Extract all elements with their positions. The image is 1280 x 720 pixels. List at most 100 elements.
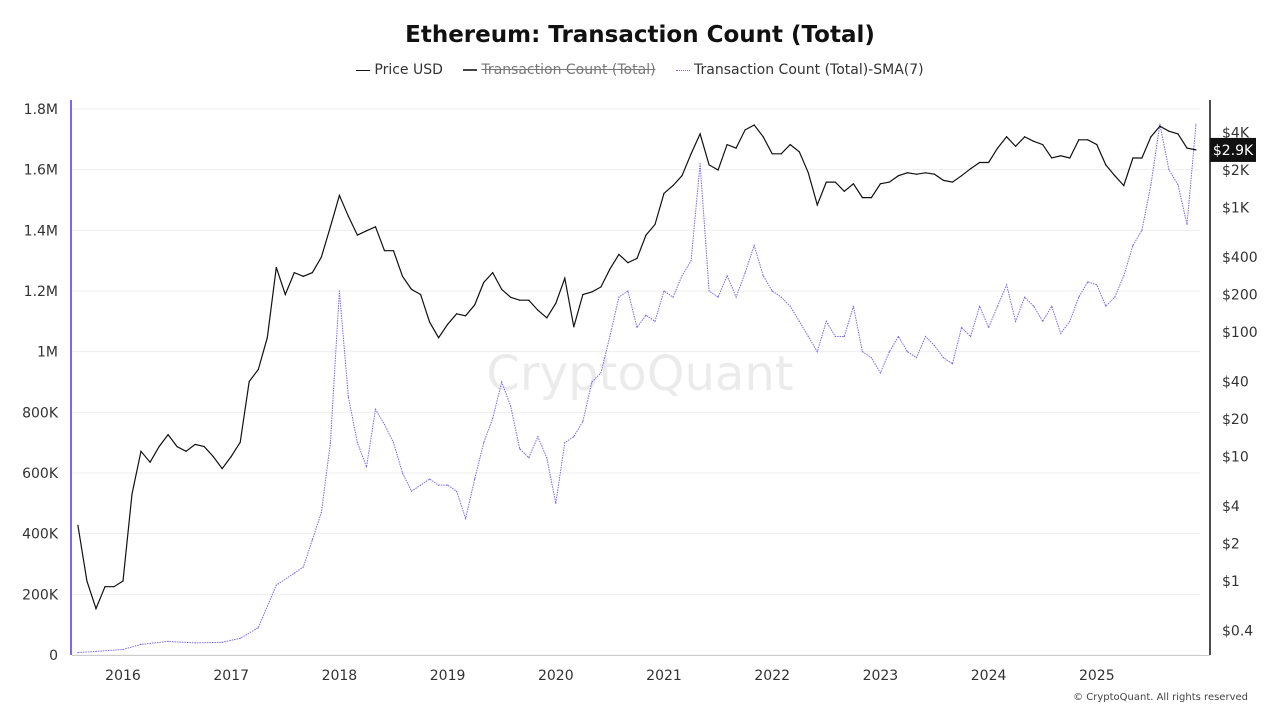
sma-point [338,290,340,292]
price-point [825,181,827,183]
sma-point [1168,169,1170,171]
price-point [1024,136,1026,138]
sma-point [311,539,313,541]
sma-point [239,637,241,639]
price-point [1060,155,1062,157]
legend-item-price[interactable]: Price USD [356,62,443,78]
x-tick-label: 2020 [538,668,574,684]
sma-point [699,163,701,165]
sma-point [609,335,611,338]
sma-point [383,423,386,426]
x-tick-label: 2023 [863,668,899,684]
sma-point [77,651,79,654]
price-point [293,271,295,274]
sma-point [645,314,647,316]
sma-point [861,351,863,353]
y-right-tick-label: $1 [1222,574,1240,590]
sma-point [437,484,440,486]
price-point [663,192,665,194]
x-tick-label: 2022 [754,668,790,684]
price-point [176,446,178,448]
price-point [771,153,773,155]
price-point [735,147,737,149]
sma-point [780,296,782,298]
sma-point [852,305,854,307]
price-point [203,446,205,448]
price-point [474,304,476,306]
price-point [1087,139,1089,141]
sma-point [618,296,620,298]
y-right-tick-label: $40 [1222,375,1249,391]
price-point [347,215,350,217]
price-point [1177,133,1179,135]
x-tick-label: 2018 [322,668,358,684]
price-point [942,179,945,182]
sma-point [942,357,945,359]
price-point [510,296,512,298]
sma-point [997,305,999,307]
price-point [1096,144,1098,146]
price-point [915,173,918,175]
sma-point [528,457,530,459]
price-point [861,197,863,199]
y-right-tick-label: $100 [1222,325,1258,341]
sma-point [1186,223,1188,225]
price-point [212,455,214,458]
sma-point [428,478,431,480]
sma-point [1060,332,1062,335]
price-point [600,286,602,288]
sma-point [708,290,710,292]
y-left-tick-label: 1.6M [24,163,58,179]
sma-point [573,436,575,438]
price-point [1195,149,1197,151]
sma-point [636,326,638,328]
price-point [257,368,259,371]
price-point [329,226,331,228]
sma-point [600,372,602,374]
sma-point [474,478,476,480]
legend-item-tx-count[interactable]: Transaction Count (Total) [463,62,656,78]
y-right-tick-label: $4 [1222,499,1240,515]
sma-point [537,436,539,438]
price-point [266,337,268,339]
sma-point [122,648,124,651]
sma-point [1132,244,1134,247]
price-point [960,175,963,177]
sma-point [1024,296,1026,298]
price-point [780,153,782,155]
y-left-tick-label: 600K [22,466,59,482]
price-point [591,291,593,293]
price-point [1141,157,1143,159]
legend-item-tx-sma[interactable]: Transaction Count (Total)-SMA(7) [676,62,924,78]
price-point [185,450,187,452]
price-point [888,181,891,183]
sma-point [834,335,836,338]
sma-point [735,296,737,298]
price-point [699,133,701,135]
price-point [275,266,277,269]
price-point [1168,130,1170,132]
sma-point [726,275,728,277]
sma-point [789,305,791,307]
y-right-tick-label: $4K [1222,126,1250,142]
price-point [158,446,160,448]
sma-point [347,396,350,398]
sma-point [374,408,377,410]
sma-point [591,381,593,383]
price-point [1015,145,1017,147]
legend-swatch-tx-count [463,69,478,71]
y-right-tick-label: $2 [1222,537,1240,553]
sma-point [1051,305,1053,307]
sma-point [546,457,548,459]
current-price-label: $2.9K [1213,143,1254,159]
x-tick-label: 2017 [213,668,249,684]
price-point [149,461,151,463]
y-right-tick-label: $400 [1222,250,1258,266]
price-point [221,467,223,470]
y-left-tick-label: 1.2M [24,284,58,300]
price-point [1051,157,1053,159]
sma-point [870,357,872,359]
sma-point [771,290,773,292]
price-point [906,172,909,174]
sma-point [951,363,954,365]
